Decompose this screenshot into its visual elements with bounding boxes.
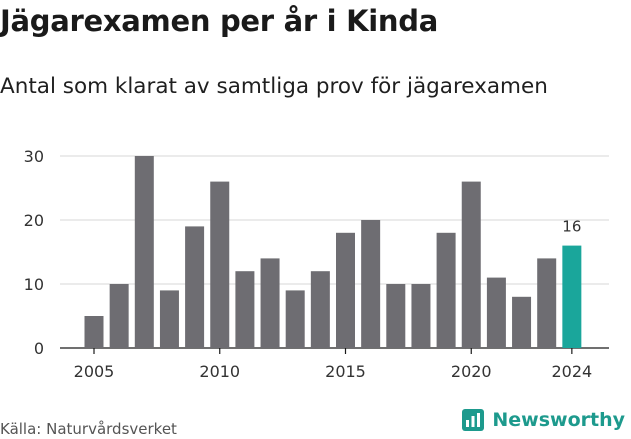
y-tick-label: 30 bbox=[24, 147, 44, 166]
y-tick-label: 0 bbox=[34, 339, 44, 358]
source-note: Källa: Naturvårdsverket bbox=[0, 420, 177, 438]
bar bbox=[336, 232, 355, 348]
chart-subtitle: Antal som klarat av samtliga prov för jä… bbox=[0, 74, 548, 99]
bar bbox=[210, 181, 230, 348]
x-tick-label: 2015 bbox=[325, 362, 366, 381]
y-tick-label: 10 bbox=[24, 275, 44, 294]
bar bbox=[486, 277, 506, 348]
bar bbox=[285, 290, 305, 348]
bar bbox=[84, 316, 104, 348]
bar bbox=[134, 156, 154, 348]
bar bbox=[185, 226, 205, 348]
bar bbox=[512, 296, 532, 348]
data-label: 16 bbox=[562, 218, 581, 236]
bar bbox=[159, 290, 179, 348]
bar bbox=[361, 220, 381, 348]
bar bbox=[562, 245, 582, 348]
bar bbox=[310, 271, 330, 348]
bar bbox=[411, 284, 431, 348]
bar bbox=[386, 284, 406, 348]
bar bbox=[109, 284, 129, 348]
x-tick-label: 2005 bbox=[74, 362, 115, 381]
bar bbox=[537, 258, 557, 348]
brand-logo: Newsworthy bbox=[461, 408, 625, 432]
bar bbox=[436, 232, 456, 348]
brand-name: Newsworthy bbox=[492, 409, 625, 431]
newsworthy-logo-icon bbox=[462, 409, 485, 431]
chart-title: Jägarexamen per år i Kinda bbox=[0, 4, 438, 38]
x-tick-label: 2020 bbox=[451, 362, 492, 381]
y-tick-label: 20 bbox=[24, 211, 44, 230]
bar bbox=[461, 181, 481, 348]
x-tick-label: 2010 bbox=[199, 362, 240, 381]
bar bbox=[260, 258, 280, 348]
bar bbox=[235, 271, 255, 348]
x-tick-label: 2024 bbox=[551, 362, 592, 381]
